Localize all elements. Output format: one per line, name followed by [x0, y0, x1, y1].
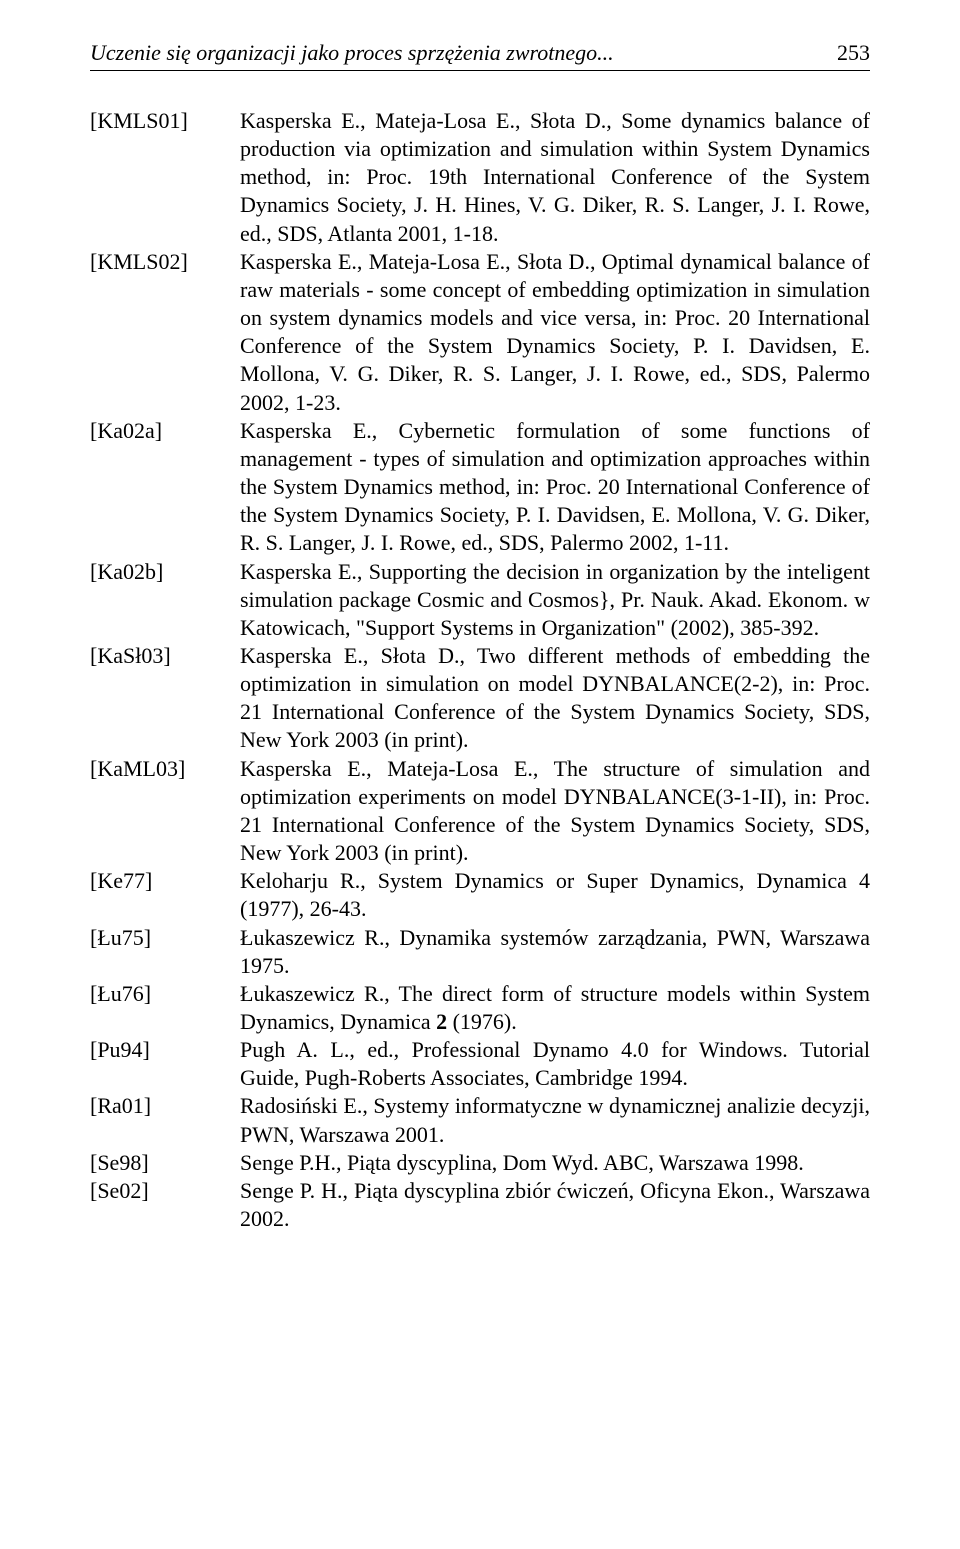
reference-key: [KMLS02] — [90, 248, 240, 417]
reference-key: [KaML03] — [90, 755, 240, 868]
reference-body: Łukaszewicz R., Dynamika systemów zarząd… — [240, 924, 870, 980]
reference-key: [Ke77] — [90, 867, 240, 923]
reference-row: [Łu76] Łukaszewicz R., The direct form o… — [90, 980, 870, 1036]
reference-body: Kasperska E., Supporting the decision in… — [240, 558, 870, 642]
reference-body: Radosiński E., Systemy informatyczne w d… — [240, 1092, 870, 1148]
reference-key: [Łu76] — [90, 980, 240, 1036]
reference-row: [Se98] Senge P.H., Piąta dyscyplina, Dom… — [90, 1149, 870, 1177]
reference-row: [Se02] Senge P. H., Piąta dyscyplina zbi… — [90, 1177, 870, 1233]
running-header: Uczenie się organizacji jako proces sprz… — [90, 40, 870, 71]
reference-body: Pugh A. L., ed., Professional Dynamo 4.0… — [240, 1036, 870, 1092]
reference-row: [Ke77] Keloharju R., System Dynamics or … — [90, 867, 870, 923]
reference-row: [KaSł03] Kasperska E., Słota D., Two dif… — [90, 642, 870, 755]
reference-key: [Se02] — [90, 1177, 240, 1233]
reference-row: [Pu94] Pugh A. L., ed., Professional Dyn… — [90, 1036, 870, 1092]
reference-body: Keloharju R., System Dynamics or Super D… — [240, 867, 870, 923]
running-title: Uczenie się organizacji jako proces sprz… — [90, 40, 614, 66]
reference-key: [Se98] — [90, 1149, 240, 1177]
reference-row: [Łu75] Łukaszewicz R., Dynamika systemów… — [90, 924, 870, 980]
reference-row: [Ra01] Radosiński E., Systemy informatyc… — [90, 1092, 870, 1148]
reference-body: Kasperska E., Mateja-Losa E., Słota D., … — [240, 248, 870, 417]
reference-key: [Pu94] — [90, 1036, 240, 1092]
reference-bold-volume: 2 — [436, 1009, 447, 1034]
reference-body: Senge P.H., Piąta dyscyplina, Dom Wyd. A… — [240, 1149, 870, 1177]
reference-row: [KMLS01] Kasperska E., Mateja-Losa E., S… — [90, 107, 870, 248]
reference-text-post: (1976). — [447, 1009, 517, 1034]
reference-key: [KaSł03] — [90, 642, 240, 755]
reference-body: Łukaszewicz R., The direct form of struc… — [240, 980, 870, 1036]
reference-row: [KMLS02] Kasperska E., Mateja-Losa E., S… — [90, 248, 870, 417]
page-container: Uczenie się organizacji jako proces sprz… — [0, 0, 960, 1293]
reference-body: Kasperska E., Cybernetic formulation of … — [240, 417, 870, 558]
reference-key: [Ra01] — [90, 1092, 240, 1148]
reference-key: [Ka02b] — [90, 558, 240, 642]
reference-body: Kasperska E., Mateja-Losa E., Słota D., … — [240, 107, 870, 248]
reference-row: [Ka02a] Kasperska E., Cybernetic formula… — [90, 417, 870, 558]
reference-key: [KMLS01] — [90, 107, 240, 248]
reference-body: Kasperska E., Mateja-Losa E., The struct… — [240, 755, 870, 868]
reference-body: Kasperska E., Słota D., Two different me… — [240, 642, 870, 755]
reference-row: [Ka02b] Kasperska E., Supporting the dec… — [90, 558, 870, 642]
reference-body: Senge P. H., Piąta dyscyplina zbiór ćwic… — [240, 1177, 870, 1233]
reference-key: [Ka02a] — [90, 417, 240, 558]
reference-key: [Łu75] — [90, 924, 240, 980]
reference-text-pre: Łukaszewicz R., The direct form of struc… — [240, 981, 870, 1034]
page-number: 253 — [837, 40, 870, 66]
reference-row: [KaML03] Kasperska E., Mateja-Losa E., T… — [90, 755, 870, 868]
